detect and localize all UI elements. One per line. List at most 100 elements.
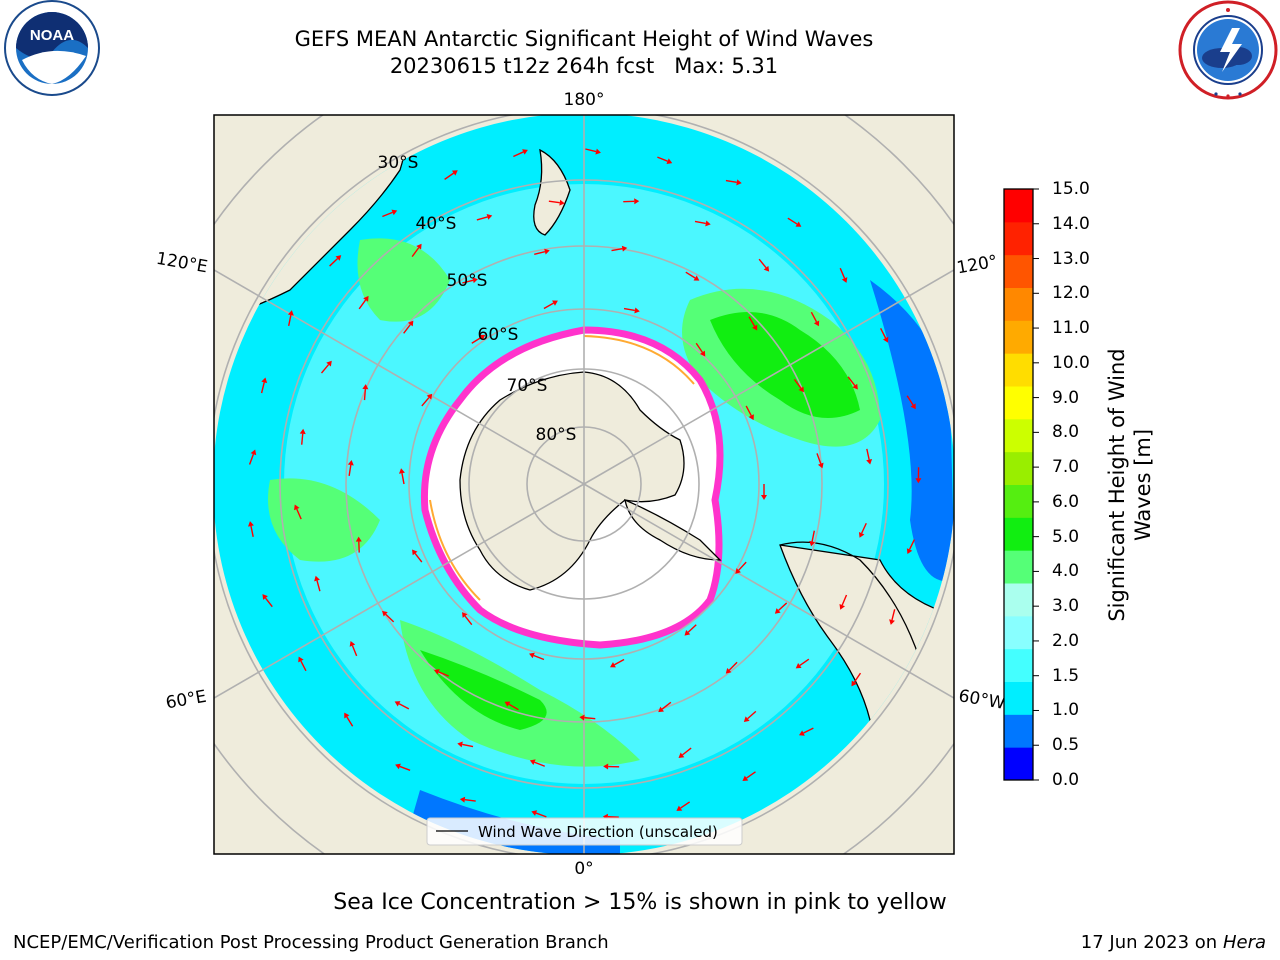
colorbar-segment [1004, 320, 1033, 354]
wind-arrow-shaft [464, 615, 473, 626]
wind-arrow-head [851, 680, 857, 687]
wind-arrow-shaft [745, 405, 752, 416]
wind-arrow-head [684, 630, 691, 636]
wind-arrow-shaft [725, 179, 737, 184]
wind-arrow-head [559, 199, 565, 206]
wind-arrow-head [889, 619, 895, 625]
colorbar-segment [1004, 189, 1033, 223]
wind-arrow-head [693, 275, 700, 281]
colorbar-segment [1004, 221, 1033, 256]
wind-arrow-head [774, 608, 781, 614]
legend-label: Wind Wave Direction (unscaled) [478, 823, 718, 841]
map-area [214, 115, 954, 854]
lat-label-70s: 70°S [507, 376, 548, 396]
wind-arrow-head [355, 536, 362, 542]
colorbar-tick-label: 0.5 [1052, 735, 1080, 756]
colorbar-label-line2: Waves [m] [1131, 428, 1155, 542]
wind-arrow-shaft [296, 508, 302, 520]
wind-arrow-shaft [316, 580, 321, 592]
wind-arrow-head [457, 741, 463, 748]
wind-arrow-head [910, 403, 916, 410]
wind-arrow-head [866, 458, 873, 465]
colorbar-tick-label: 7.0 [1052, 457, 1080, 478]
wind-arrow-shaft [464, 799, 476, 802]
wind-arrow-shaft [680, 801, 691, 809]
wind-arrow-head [395, 763, 401, 770]
wind-arrow-shaft [301, 433, 304, 445]
wind-arrow-shaft [793, 378, 802, 389]
wind-arrow-head [763, 265, 770, 272]
wave-field-pacific-core [710, 312, 860, 418]
lat-label-50s: 50°S [447, 271, 488, 291]
colorbar-segment [1004, 714, 1033, 748]
wind-arrow-shaft [908, 539, 915, 550]
wind-arrow-head [705, 220, 711, 227]
wind-arrow-head [479, 334, 486, 341]
colorbar-tick-label: 5.0 [1052, 526, 1080, 547]
wind-arrow-head [841, 277, 848, 283]
map-legend: Wind Wave Direction (unscaled) [426, 817, 743, 846]
wind-arrow-head [344, 712, 350, 719]
wind-arrow-head [852, 383, 858, 390]
chart-title: GEFS MEAN Antarctic Significant Height o… [294, 27, 874, 51]
colorbar-tick-label: 12.0 [1052, 283, 1090, 304]
wind-arrow-head [915, 478, 922, 484]
colorbar-tick-label: 0.0 [1052, 770, 1080, 790]
lat-label-80s: 80°S [536, 425, 577, 445]
wind-arrow-head [399, 468, 405, 474]
colorbar-segment [1004, 583, 1033, 617]
wind-arrow-head [362, 384, 369, 390]
wind-arrow-head [742, 775, 749, 781]
colorbar-tick-label: 10.0 [1052, 352, 1090, 373]
wind-arrow-head [735, 568, 741, 574]
wind-arrow-head [363, 295, 369, 302]
wind-arrow-head [817, 462, 824, 469]
colorbar-tick-label: 2.0 [1052, 630, 1080, 651]
wind-arrow-shaft [329, 258, 339, 267]
colorbar-segment [1004, 287, 1033, 321]
wind-arrow-shaft [351, 645, 358, 657]
wind-arrow-head [262, 594, 268, 600]
wind-arrow-shaft [346, 716, 354, 727]
wind-arrow-head [426, 393, 433, 400]
antarctica-land [459, 371, 685, 591]
wave-field-indian-core [420, 650, 547, 730]
wind-arrow-head [335, 255, 342, 261]
footer-date: 17 Jun 2023 on Hera [1081, 932, 1266, 953]
wind-arrow-head [579, 714, 585, 721]
wind-arrow-shaft [260, 382, 265, 394]
colorbar-segment [1004, 615, 1033, 650]
wind-arrow-shaft [682, 747, 692, 756]
wind-arrow-shaft [438, 671, 450, 677]
wind-arrow-shaft [787, 217, 798, 225]
wind-arrow-head [858, 531, 865, 538]
wind-arrow-shaft [358, 299, 367, 310]
wind-arrow-head [459, 796, 466, 803]
wind-arrow-shaft [411, 247, 420, 258]
wind-arrow-head [347, 460, 354, 466]
lon-label-60w: 60°W [957, 686, 1007, 714]
wind-arrow-head [658, 706, 665, 713]
wind-arrow-head [748, 414, 754, 421]
wind-arrow-shaft [385, 613, 395, 623]
colorbar-frame [1003, 188, 1034, 781]
wind-arrow-shaft [811, 530, 816, 542]
wind-arrow-shaft [748, 316, 756, 327]
colorbar-segment [1004, 386, 1033, 420]
wind-arrow-shaft [382, 211, 393, 218]
wind-arrow-shaft [421, 397, 430, 407]
wind-arrow-head [743, 716, 750, 722]
wind-arrow-head [531, 810, 538, 816]
wind-arrow-shaft [614, 658, 625, 666]
wind-arrow-head [634, 307, 640, 314]
wind-arrow-shaft [657, 156, 668, 162]
wind-arrow-head [595, 148, 601, 155]
lon-label-120w: 120° [955, 252, 999, 279]
wind-arrow-head [461, 612, 468, 618]
wind-arrow-shaft [695, 342, 703, 353]
wind-arrow-shaft [738, 561, 747, 571]
wind-arrow-shaft [746, 771, 756, 779]
colorbar-tick-label: 6.0 [1052, 491, 1080, 512]
wind-arrow-shaft [816, 453, 822, 464]
wind-arrow-head [382, 610, 388, 617]
